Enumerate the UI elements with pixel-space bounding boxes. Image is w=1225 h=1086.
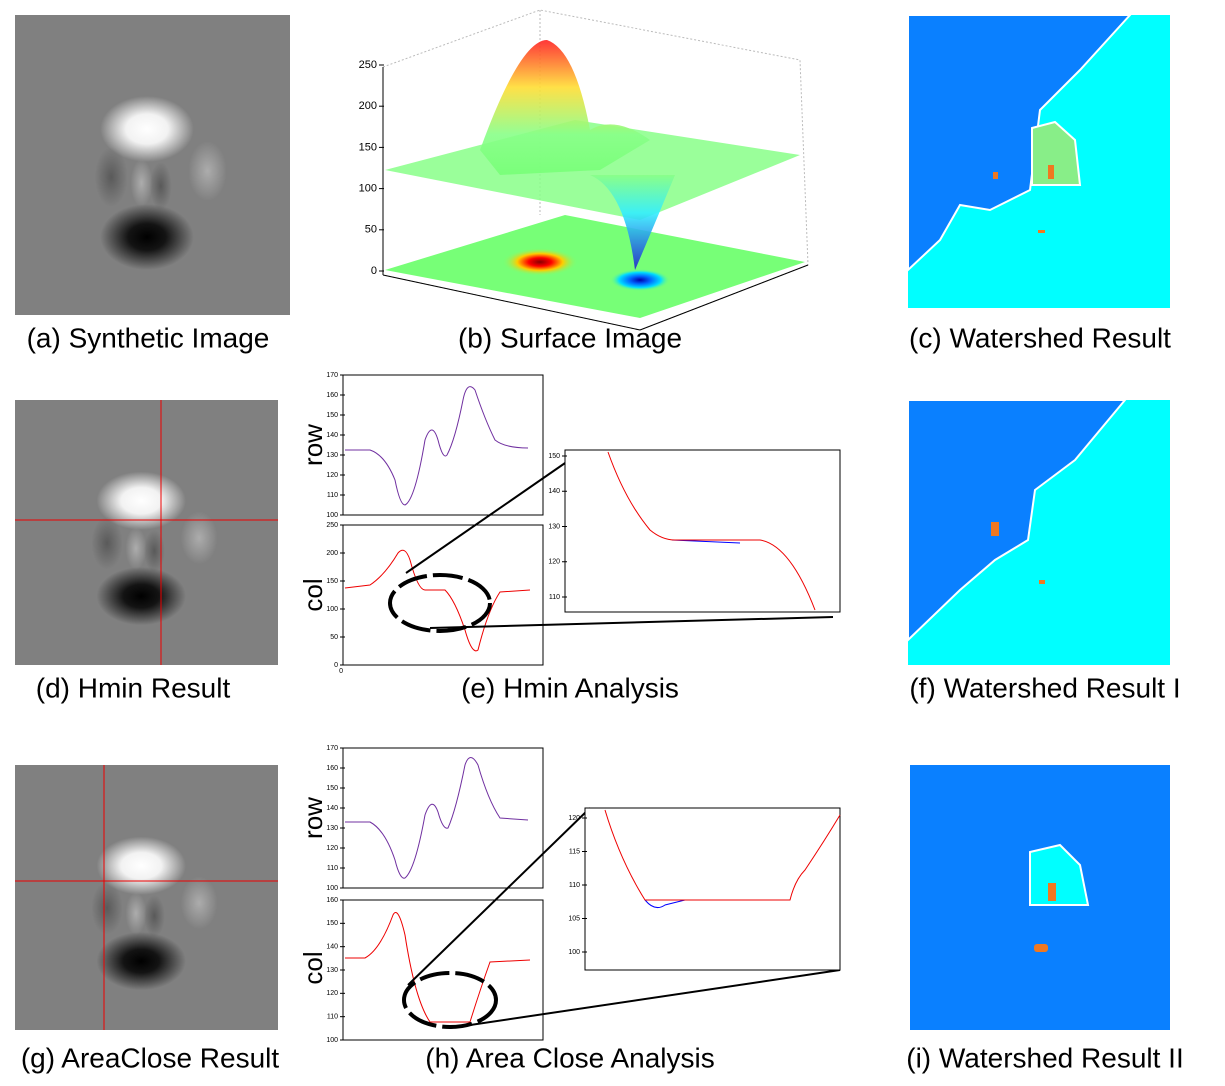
tick-label: 110 (327, 1014, 338, 1021)
tick-label: 200 (359, 100, 377, 112)
tick-label: 100 (326, 885, 338, 892)
tick-label: 130 (326, 825, 338, 832)
tick-label: 120 (548, 559, 560, 566)
hmin-result (15, 400, 278, 665)
tick-label: 250 (359, 59, 377, 71)
tick-label: 150 (326, 578, 338, 585)
axis-label: row (298, 424, 328, 466)
tick-label: 150 (548, 453, 560, 460)
tick-label: 120 (568, 815, 580, 822)
caption: (i) Watershed Result II (906, 1042, 1183, 1073)
tick-label: 130 (326, 967, 338, 974)
axis-label: col (298, 951, 328, 984)
tick-label: 130 (326, 452, 338, 459)
watershed-result-2 (910, 765, 1170, 1030)
areaclose-analysis (342, 747, 841, 1041)
tick-label: 250 (326, 522, 338, 529)
caption: (c) Watershed Result (909, 322, 1171, 353)
tick-label: 120 (326, 990, 338, 997)
tick-label: 100 (326, 1037, 338, 1044)
caption: (d) Hmin Result (36, 672, 231, 703)
hmin-analysis (342, 374, 841, 666)
tick-label: 200 (326, 550, 338, 557)
areaclose-result (15, 765, 278, 1030)
tick-label: 120 (326, 845, 338, 852)
tick-label: 0 (334, 662, 338, 669)
tick-label: 0 (371, 265, 377, 277)
tick-label: 100 (326, 606, 338, 613)
axis-label: row (298, 797, 328, 839)
tick-label: 110 (549, 594, 560, 601)
tick-label: 105 (568, 915, 580, 922)
tick-label: 140 (326, 432, 338, 439)
axis-label: col (298, 578, 328, 611)
watershed-result (907, 14, 1170, 308)
tick-label: 120 (326, 472, 338, 479)
tick-label: 150 (326, 920, 338, 927)
tick-label: 115 (569, 848, 580, 855)
tick-label: 50 (330, 634, 338, 641)
tick-label: 160 (326, 765, 338, 772)
tick-label: 150 (359, 141, 377, 153)
tick-label: 100 (568, 949, 580, 956)
tick-label: 170 (326, 372, 338, 379)
tick-label: 50 (365, 224, 377, 236)
tick-label: 150 (326, 412, 338, 419)
caption: (a) Synthetic Image (27, 322, 270, 353)
tick-label: 170 (326, 745, 338, 752)
tick-label: 160 (326, 897, 338, 904)
tick-label: 140 (326, 805, 338, 812)
tick-label: 140 (326, 944, 338, 951)
watershed-result-1 (907, 399, 1170, 665)
synthetic-image (15, 15, 290, 315)
tick-label: 160 (326, 392, 338, 399)
caption: (f) Watershed Result I (909, 672, 1180, 703)
tick-label: 150 (326, 785, 338, 792)
caption: (b) Surface Image (458, 322, 682, 353)
surface-plot (382, 9, 809, 331)
tick-label: 140 (548, 488, 560, 495)
tick-label: 130 (548, 523, 560, 530)
tick-label: 110 (569, 882, 580, 889)
caption: (h) Area Close Analysis (425, 1042, 714, 1073)
tick-label: 0 (339, 668, 343, 675)
tick-label: 100 (326, 512, 338, 519)
tick-label: 100 (359, 183, 377, 195)
caption: (e) Hmin Analysis (461, 672, 679, 703)
tick-label: 110 (327, 865, 338, 872)
caption: (g) AreaClose Result (21, 1042, 280, 1073)
tick-label: 110 (327, 492, 338, 499)
